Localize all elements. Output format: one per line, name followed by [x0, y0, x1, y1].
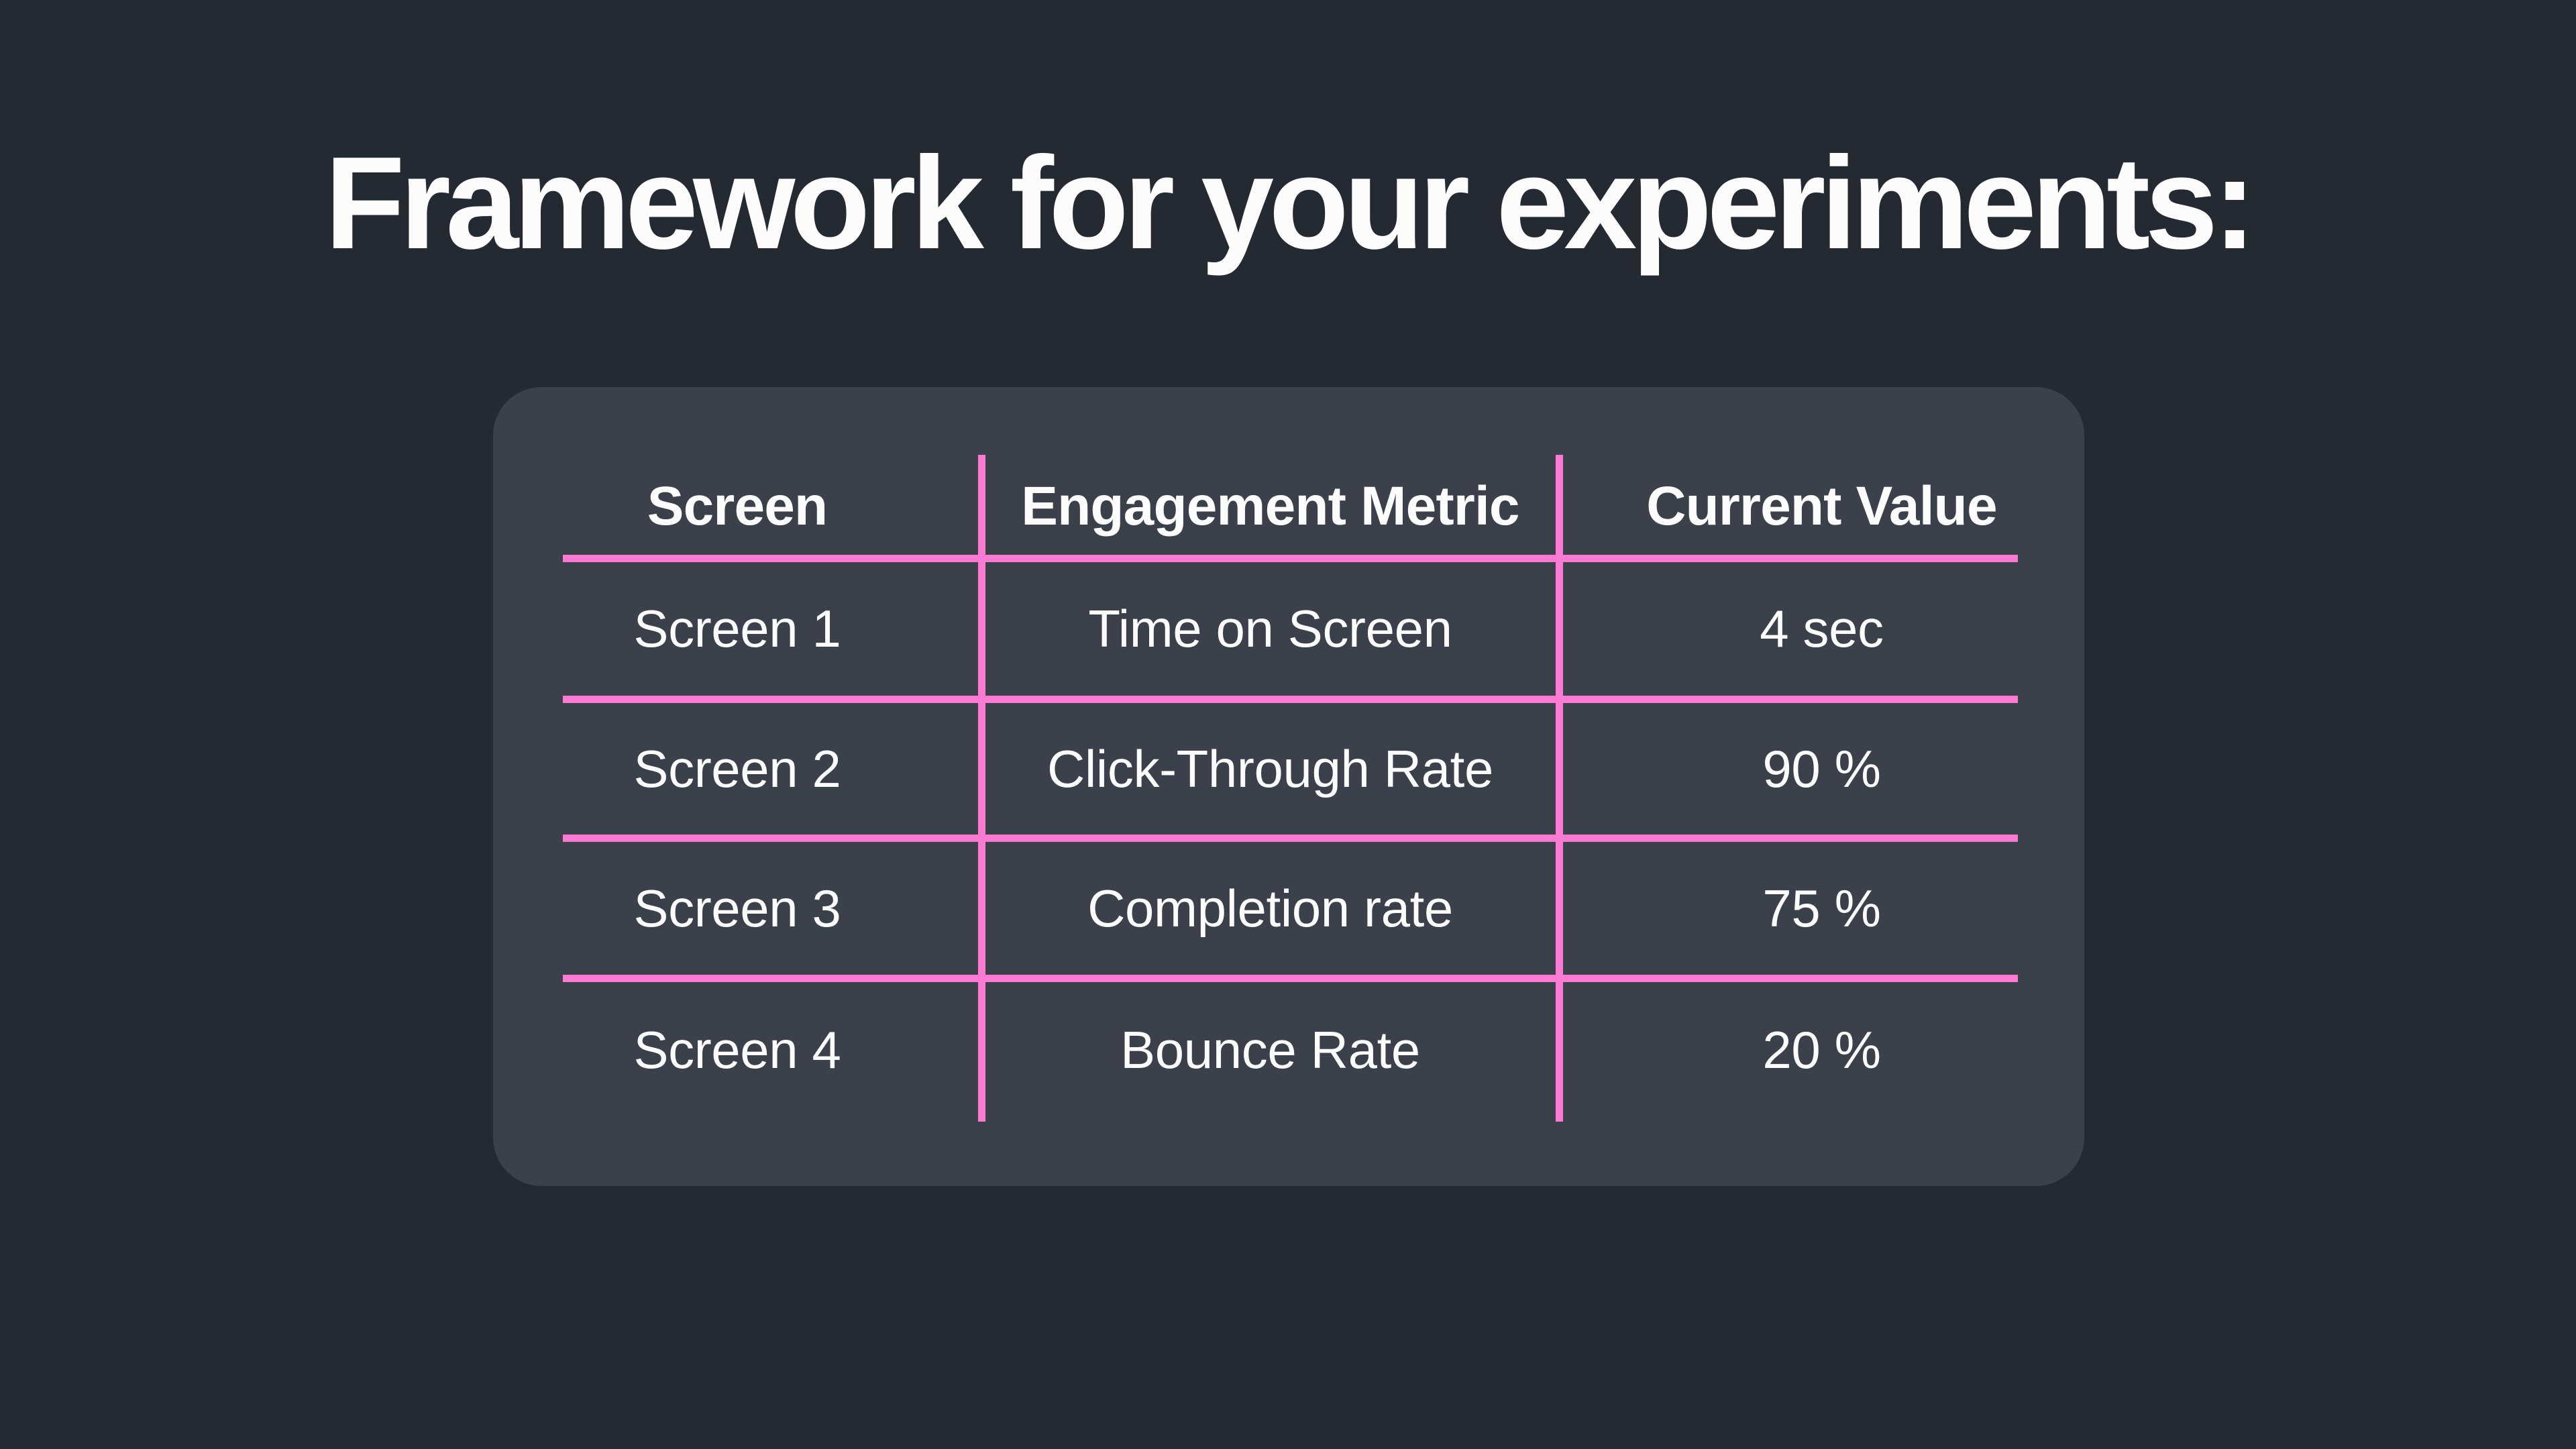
divider-below-row-2 — [563, 835, 2018, 842]
divider-column-2-3 — [1556, 455, 1563, 1122]
table-row-2-metric: Click-Through Rate — [1047, 739, 1493, 798]
table-row-3-screen: Screen 3 — [633, 878, 841, 938]
divider-below-header — [563, 555, 2018, 562]
table-row-3-metric: Completion rate — [1087, 878, 1453, 938]
slide-title: Framework for your experiments: — [324, 129, 2257, 276]
table-row-4-screen: Screen 4 — [633, 1020, 841, 1079]
column-header-screen: Screen — [647, 476, 828, 537]
table-row-4-metric: Bounce Rate — [1120, 1020, 1420, 1079]
table-row-2-value: 90 % — [1762, 739, 1881, 798]
divider-below-row-3 — [563, 975, 2018, 982]
table-row-1-value: 4 sec — [1760, 598, 1884, 658]
column-header-engagement-metric: Engagement Metric — [1021, 476, 1519, 537]
table-row-4-value: 20 % — [1762, 1020, 1881, 1079]
table-row-2-screen: Screen 2 — [633, 739, 841, 798]
metrics-table-card: Screen Engagement Metric Current Value S… — [493, 387, 2084, 1186]
column-header-current-value: Current Value — [1646, 476, 1997, 537]
table-row-1-metric: Time on Screen — [1088, 598, 1452, 658]
divider-below-row-1 — [563, 696, 2018, 703]
table-row-3-value: 75 % — [1762, 878, 1881, 938]
divider-column-1-2 — [978, 455, 985, 1122]
table-row-1-screen: Screen 1 — [633, 598, 841, 658]
metrics-table: Screen Engagement Metric Current Value S… — [493, 455, 2084, 1122]
